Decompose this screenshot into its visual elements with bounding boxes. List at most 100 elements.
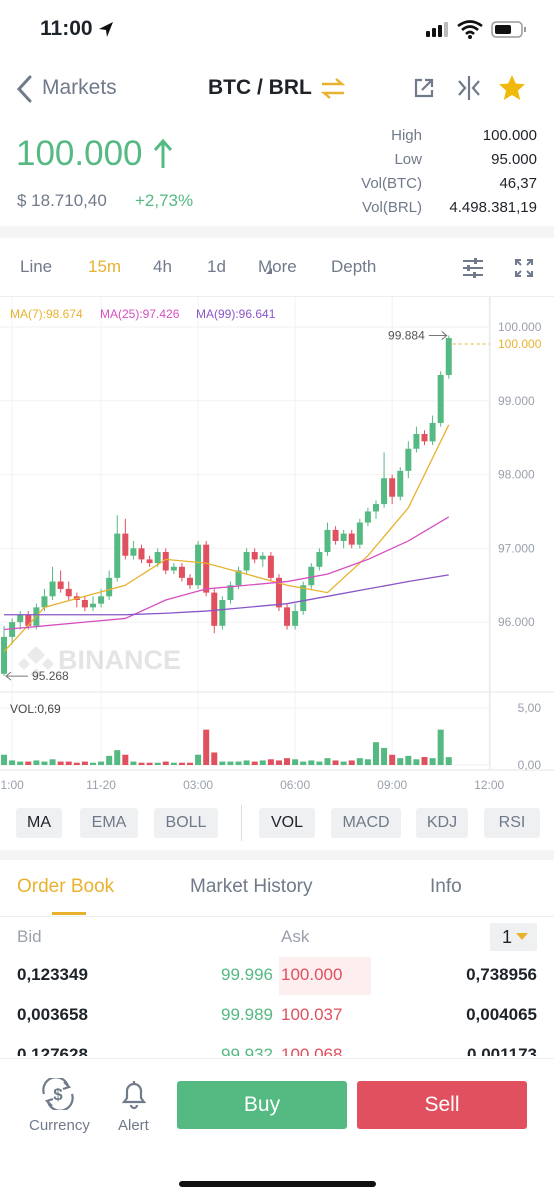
candle-body [413,433,420,449]
candle-body [178,566,185,578]
volume-bar [178,762,185,765]
interval-tab[interactable]: 1d [207,257,226,276]
volume-bar [356,758,363,765]
x-tick-label: 12:00 [474,778,504,792]
stat-label: Low [394,151,422,168]
tab[interactable]: Market History [190,876,313,897]
compare-icon[interactable] [455,74,483,102]
x-tick-label: 06:00 [280,778,310,792]
y-tick-label: 96.000 [498,615,535,629]
swap-icon[interactable] [320,76,346,102]
status-icons [426,20,526,39]
fullscreen-icon[interactable] [514,258,534,278]
indicator-button[interactable]: BOLL [154,808,218,838]
indicator-button[interactable]: RSI [484,808,540,838]
candle-body [17,614,24,623]
volume-bar [267,759,274,765]
volume-bar [138,762,145,765]
candle-body [138,548,145,560]
x-tick-label: 09:00 [377,778,407,792]
volume-bar [413,759,420,765]
volume-bar [348,760,355,765]
bid-amount: 0,123349 [17,965,88,984]
stats-labels: High Low Vol(BTC) Vol(BRL) [361,124,422,220]
indicator-button[interactable]: EMA [80,808,138,838]
candle-body [49,581,56,597]
precision-select[interactable]: 1 [490,923,537,951]
volume-bar [9,760,16,765]
more-caret [266,268,272,274]
watermark-logo [18,646,54,680]
buy-button[interactable]: Buy [177,1081,347,1129]
candle-body [259,555,266,560]
volume-bar [259,760,266,765]
y-tick-label: 97.000 [498,541,535,555]
last-price-label: 100.000 [498,337,542,351]
share-icon[interactable] [412,76,436,100]
volume-bar [324,758,331,765]
volume-tick-label: 5,00 [518,701,542,715]
volume-bar [73,762,80,765]
x-tick-label: 11-20 [86,778,116,792]
volume-bar [243,760,250,765]
alert-label[interactable]: Alert [118,1117,149,1134]
indicator-button[interactable]: MA [16,808,62,838]
volume-bar [372,742,379,765]
interval-tab[interactable]: 4h [153,257,172,276]
candle-body [300,585,307,612]
divider [0,1058,554,1059]
divider [0,296,554,297]
favorite-icon[interactable] [498,74,526,102]
back-icon[interactable] [14,74,38,104]
separator [0,226,554,238]
candle-body [348,533,355,545]
candle-body [81,599,88,608]
candle-body [429,422,436,442]
currency-icon[interactable]: $ [38,1078,80,1110]
candle-body [211,592,218,626]
interval-tab[interactable]: More [258,257,297,276]
x-tick-label: 03:00 [183,778,213,792]
volume-bar [429,758,436,765]
ask-amount: 0,001173 [467,1045,537,1056]
interval-tab[interactable]: Depth [331,257,377,276]
y-tick-label: 100.000 [498,320,542,334]
tab-indicator [52,912,86,915]
candle-body [195,544,202,586]
candle-body [65,588,72,597]
pair-title[interactable]: BTC / BRL [208,76,312,99]
candle-body [227,585,234,600]
indicator-button[interactable]: VOL [259,808,315,838]
alert-icon[interactable] [118,1078,150,1110]
indicator-button[interactable]: KDJ [416,808,468,838]
candle-body [445,338,452,375]
settings-icon[interactable] [461,257,485,279]
tab[interactable]: Info [430,876,462,897]
ask-amount: 0,738956 [466,965,537,984]
low-arrow [5,671,29,681]
indicator-button[interactable]: MACD [331,808,401,838]
volume-bar [57,761,64,765]
sell-button[interactable]: Sell [357,1081,527,1129]
candle-body [364,511,371,523]
plot [1,335,452,765]
currency-label[interactable]: Currency [29,1117,90,1134]
volume-bar [275,760,282,765]
high-arrow [428,331,448,340]
interval-tab[interactable]: 15m [88,257,122,276]
y-tick-label: 99.000 [498,394,535,408]
candle-body [356,522,363,545]
volume-bar [227,761,234,765]
candle-body [243,552,250,571]
interval-tab[interactable]: Line [20,257,53,276]
candle-body [219,599,226,626]
volume-bar [33,760,40,765]
y-tick-label: 98.000 [498,468,535,482]
separator [0,850,554,860]
tab[interactable]: Order Book [17,876,115,897]
back-button[interactable]: Markets [42,76,117,99]
divider [0,916,554,917]
bid-amount: 0,003658 [17,1005,88,1024]
volume-bar [235,761,242,765]
